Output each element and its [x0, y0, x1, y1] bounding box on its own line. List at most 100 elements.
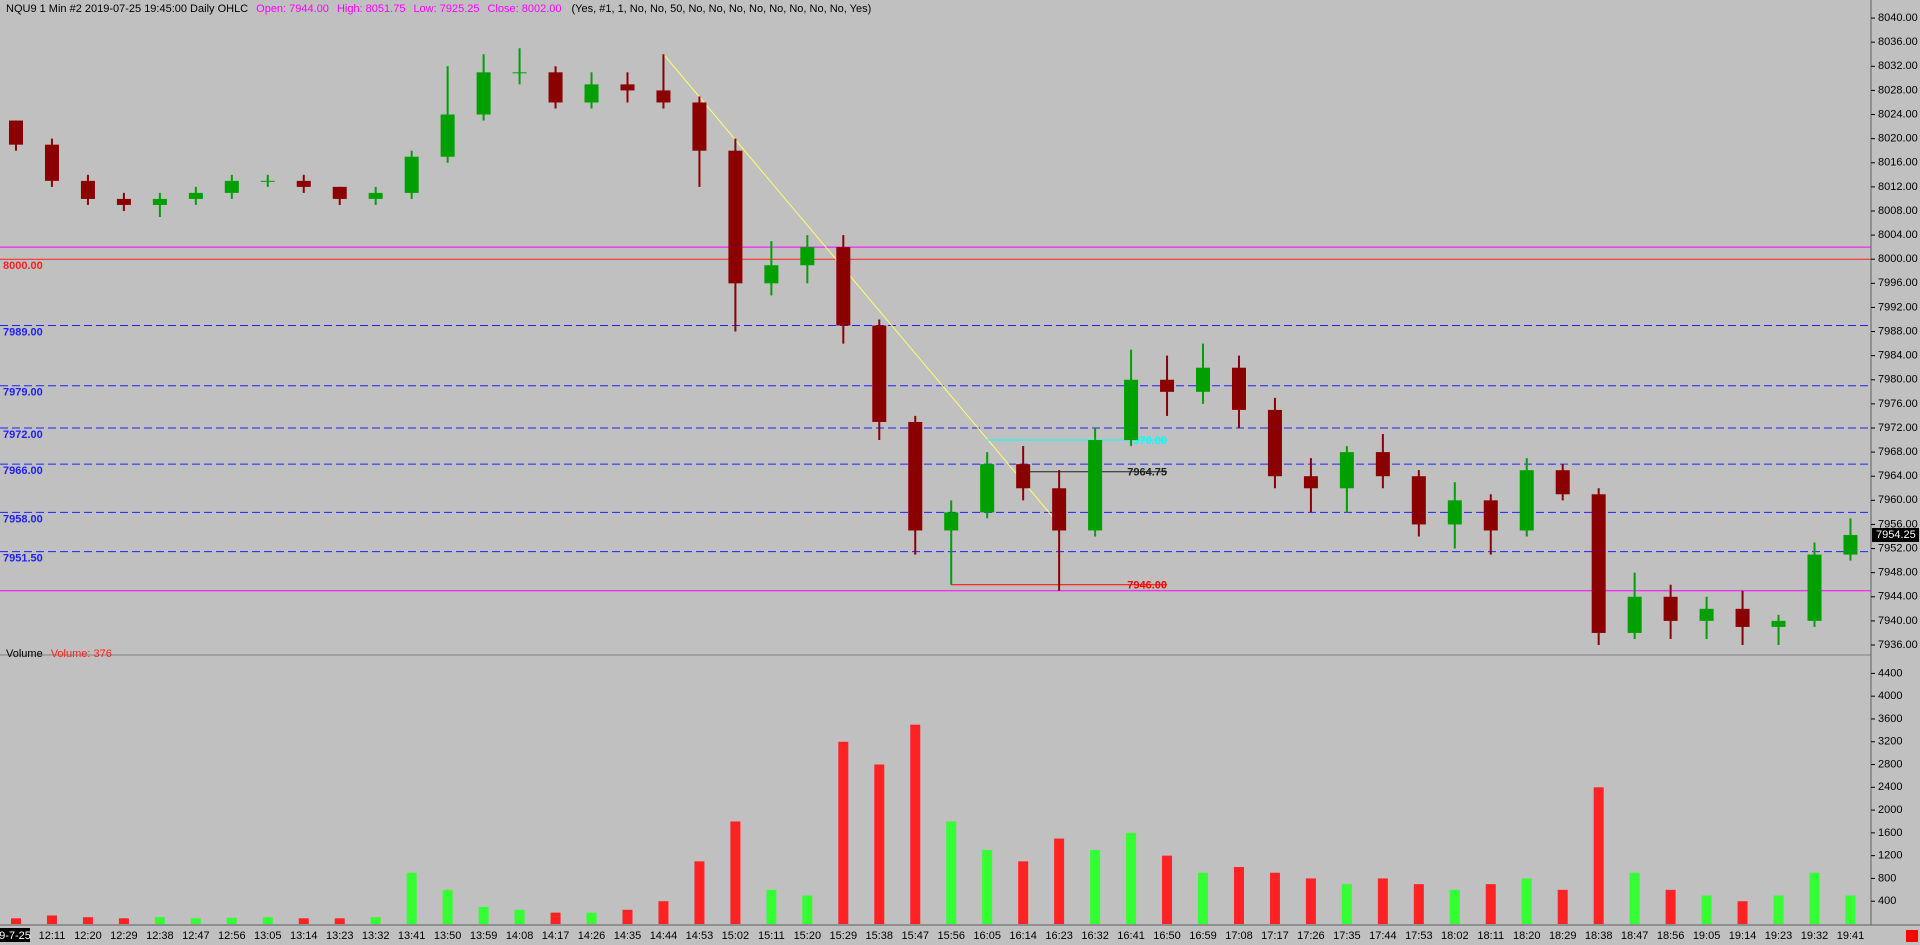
candle-body	[1807, 554, 1822, 621]
candle-body	[1160, 379, 1175, 392]
candle-body	[728, 150, 743, 284]
x-tick-label: 14:26	[578, 930, 606, 942]
x-tick-label: 18:56	[1657, 930, 1685, 942]
volume-bar	[1162, 855, 1173, 924]
x-tick-label: 14:53	[686, 930, 714, 942]
y-tick-label: 7948.00	[1878, 567, 1918, 579]
y-tick-label: 8032.00	[1878, 60, 1918, 72]
y-tick-label: 8016.00	[1878, 157, 1918, 169]
volume-bar	[1557, 889, 1568, 924]
candle-body	[620, 84, 635, 91]
y-tick-label: 7984.00	[1878, 350, 1918, 362]
candle-body	[944, 512, 959, 531]
candle-body	[1267, 409, 1282, 477]
candle-body	[404, 156, 419, 193]
last-price-label: 7954.25	[1876, 529, 1916, 541]
date-label-bg	[0, 928, 30, 942]
x-tick-label: 17:53	[1405, 930, 1433, 942]
x-tick-label: 17:08	[1225, 930, 1253, 942]
volume-bar	[262, 917, 273, 924]
volume-bar	[46, 915, 57, 924]
candle-body	[512, 72, 527, 74]
y-tick-label: 7944.00	[1878, 591, 1918, 603]
stat-high: High: 8051.75	[337, 3, 406, 15]
ray-label: 7946.00	[1127, 580, 1167, 592]
x-tick-label: 17:35	[1333, 930, 1361, 942]
x-tick-label: 13:05	[254, 930, 282, 942]
candle-body	[188, 192, 203, 199]
level-label: 7966.00	[3, 465, 43, 477]
x-tick-label: 14:44	[650, 930, 678, 942]
y-tick-label: 7952.00	[1878, 542, 1918, 554]
candle-body	[1375, 452, 1390, 477]
candle-body	[1447, 500, 1462, 525]
volume-bar	[622, 909, 633, 924]
candle-body	[1483, 500, 1498, 531]
candle-body	[332, 186, 347, 199]
plot-background	[0, 0, 1871, 925]
level-label: 8000.00	[3, 260, 43, 272]
x-tick-label: 13:59	[470, 930, 498, 942]
x-tick-label: 15:11	[758, 930, 785, 942]
volume-bar	[1773, 895, 1784, 924]
candle-body	[296, 180, 311, 187]
candle-body	[800, 247, 815, 266]
candle-body	[656, 90, 671, 103]
x-tick-label: 19:32	[1801, 930, 1829, 942]
candle-body	[1303, 476, 1318, 489]
candle-body	[1124, 379, 1139, 441]
study-settings: (Yes, #1, 1, No, No, 50, No, No, No, No,…	[572, 3, 872, 15]
volume-bar	[766, 889, 777, 924]
y-tick-label: 8008.00	[1878, 205, 1918, 217]
level-label: 7972.00	[3, 429, 43, 441]
volume-bar	[550, 912, 561, 924]
volume-bar	[1665, 889, 1676, 924]
volume-bar	[1090, 849, 1101, 924]
y-tick-label: 3200	[1878, 736, 1902, 748]
y-tick-label: 8040.00	[1878, 12, 1918, 24]
x-tick-label: 15:02	[722, 930, 750, 942]
volume-bar	[154, 917, 165, 924]
volume-header: Volume Volume: 376	[6, 648, 112, 660]
x-tick-label: 17:44	[1369, 930, 1397, 942]
volume-bar	[1018, 861, 1029, 924]
x-tick-label: 15:20	[794, 930, 822, 942]
x-tick-label: 14:17	[542, 930, 570, 942]
x-tick-label: 13:14	[290, 930, 318, 942]
volume-bar	[1233, 867, 1244, 924]
candle-body	[80, 180, 95, 199]
candle-body	[1627, 596, 1642, 633]
x-tick-label: 19:23	[1765, 930, 1793, 942]
volume-bar	[874, 764, 885, 924]
x-tick-label: 16:41	[1117, 930, 1145, 942]
x-tick-label: 13:41	[398, 930, 426, 942]
volume-subtitle: Volume: 376	[51, 648, 112, 660]
candle-body	[1699, 608, 1714, 621]
x-tick-label: 18:20	[1513, 930, 1541, 942]
volume-title: Volume	[6, 648, 43, 660]
x-tick-label: 14:08	[506, 930, 534, 942]
x-tick-label: 15:29	[830, 930, 858, 942]
x-tick-label: 12:20	[74, 930, 102, 942]
x-tick-label: 16:50	[1153, 930, 1181, 942]
level-label: 7958.00	[3, 513, 43, 525]
x-tick-label: 19:41	[1837, 930, 1865, 942]
candle-body	[152, 198, 167, 205]
x-tick-label: 19:05	[1693, 930, 1721, 942]
volume-bar	[82, 917, 93, 924]
y-tick-label: 7976.00	[1878, 398, 1918, 410]
volume-bar	[694, 861, 705, 924]
y-tick-label: 8024.00	[1878, 108, 1918, 120]
volume-bar	[1809, 872, 1820, 924]
y-tick-label: 2800	[1878, 758, 1902, 770]
y-tick-label: 8028.00	[1878, 84, 1918, 96]
x-tick-label: 12:56	[218, 930, 246, 942]
volume-bar	[1269, 872, 1280, 924]
volume-bar	[1485, 884, 1496, 924]
y-tick-label: 7972.00	[1878, 422, 1918, 434]
candle-body	[836, 247, 851, 326]
x-tick-label: 14:35	[614, 930, 642, 942]
x-tick-label: 18:47	[1621, 930, 1649, 942]
